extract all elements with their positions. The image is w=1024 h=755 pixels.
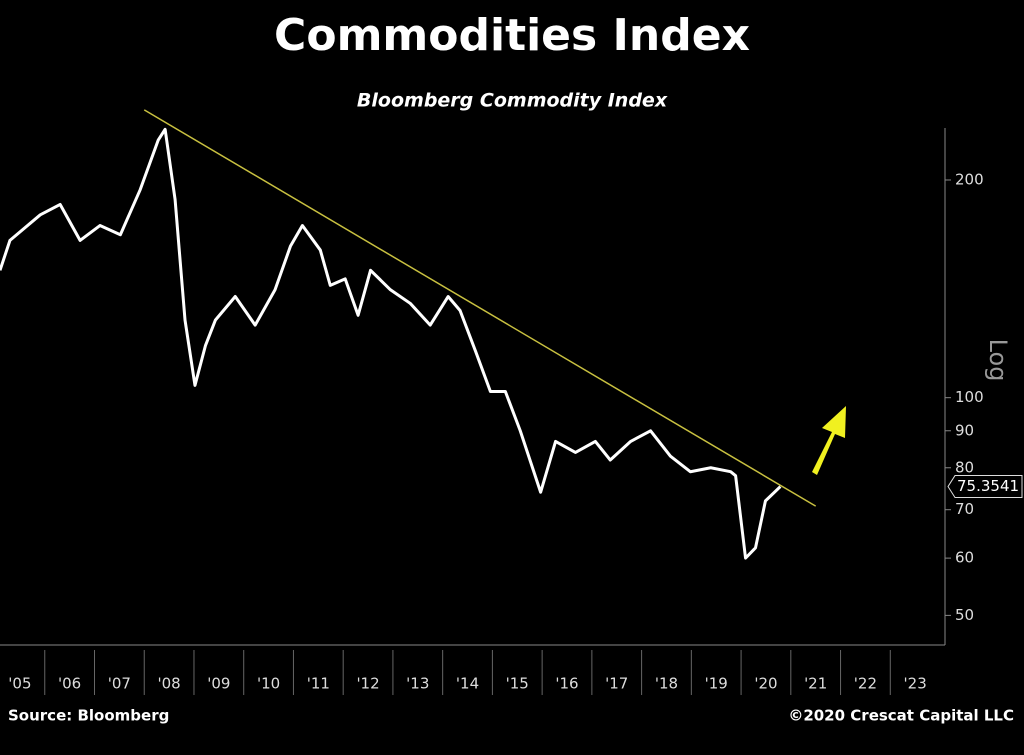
- chart-title: Commodities Index: [274, 10, 750, 61]
- y-tick-label: 60: [955, 549, 974, 567]
- trendline: [143, 109, 817, 507]
- x-tick-label: '10: [257, 675, 280, 693]
- x-tick-label: '23: [904, 675, 927, 693]
- x-tick-label: '19: [705, 675, 728, 693]
- x-tick-label: '21: [804, 675, 827, 693]
- y-tick-label: 90: [955, 421, 974, 439]
- x-tick-label: '07: [108, 675, 131, 693]
- copyright: ©2020 Crescat Capital LLC: [788, 707, 1014, 725]
- source: Source: Bloomberg: [8, 707, 169, 725]
- x-tick-label: '22: [854, 675, 877, 693]
- x-tick-label: '15: [506, 675, 529, 693]
- x-tick-label: '05: [8, 675, 31, 693]
- x-tick-label: '20: [754, 675, 777, 693]
- x-tick-label: '18: [655, 675, 678, 693]
- x-tick-label: '11: [307, 675, 330, 693]
- chart-subtitle: Bloomberg Commodity Index: [357, 90, 668, 112]
- x-tick-label: '16: [555, 675, 578, 693]
- x-tick-label: '08: [157, 675, 180, 693]
- x-tick-label: '13: [406, 675, 429, 693]
- index-line: [0, 127, 782, 560]
- up-arrow: [812, 406, 846, 475]
- last-value-box: [947, 475, 1023, 499]
- last-value-label: 75.3541: [957, 477, 1019, 495]
- y-tick-label: 70: [955, 500, 974, 518]
- x-tick-label: '14: [456, 675, 479, 693]
- y-tick-label: 200: [955, 170, 984, 188]
- y-tick-label: 80: [955, 458, 974, 476]
- x-tick-label: '06: [58, 675, 81, 693]
- y-axis-label: Log: [984, 339, 1012, 382]
- x-tick-label: '12: [356, 675, 379, 693]
- y-tick-label: 50: [955, 606, 974, 624]
- x-tick-label: '09: [207, 675, 230, 693]
- y-tick-label: 100: [955, 388, 984, 406]
- x-tick-label: '17: [605, 675, 628, 693]
